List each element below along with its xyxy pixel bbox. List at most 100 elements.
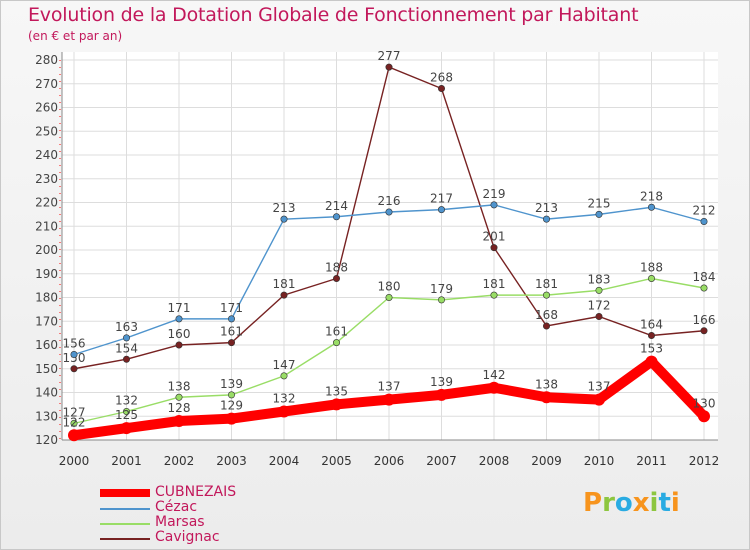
data-label: 127: [63, 405, 86, 419]
x-tick-label: 2012: [689, 454, 720, 468]
data-point: [593, 393, 605, 406]
data-label: 164: [640, 318, 663, 332]
logo-letter: i: [649, 488, 659, 518]
data-point: [123, 334, 131, 342]
data-label: 171: [220, 301, 243, 315]
data-label: 137: [588, 380, 611, 394]
logo-letter: r: [602, 488, 615, 518]
y-tick-label: 250: [35, 124, 58, 138]
data-point: [647, 331, 655, 339]
logo-letter: x: [632, 488, 650, 518]
data-label: 212: [693, 204, 716, 218]
data-label: 129: [220, 399, 243, 413]
legend-swatch-cezac: [100, 508, 150, 510]
y-tick-label: 180: [35, 291, 58, 305]
data-label: 128: [168, 401, 191, 415]
data-point: [437, 296, 445, 304]
y-tick-label: 120: [35, 433, 58, 447]
data-label: 217: [430, 192, 453, 206]
data-point: [700, 284, 708, 292]
data-point: [488, 381, 500, 394]
data-label: 179: [430, 282, 453, 296]
data-point: [437, 206, 445, 214]
x-tick-label: 2011: [636, 454, 667, 468]
data-label: 268: [430, 71, 453, 85]
x-tick-label: 2006: [374, 454, 405, 468]
data-point: [595, 210, 603, 218]
data-label: 138: [535, 377, 558, 391]
legend-label-cavignac: Cavignac: [155, 529, 220, 545]
data-point: [173, 415, 185, 427]
data-label: 161: [220, 325, 243, 339]
data-point: [280, 215, 288, 223]
data-label: 181: [535, 277, 558, 291]
y-tick-label: 270: [35, 77, 58, 91]
data-label: 172: [588, 299, 611, 313]
data-point: [225, 412, 238, 425]
y-tick-label: 170: [35, 314, 58, 328]
legend-swatch-marsas: [100, 523, 150, 525]
data-point: [123, 355, 131, 363]
plot-area: [62, 52, 718, 440]
data-point: [123, 407, 131, 415]
logo-letter: i: [670, 488, 680, 518]
logo-letter: o: [614, 488, 633, 518]
data-label: 180: [378, 280, 401, 294]
data-point: [385, 63, 393, 71]
data-point: [383, 393, 395, 406]
data-point: [70, 365, 78, 373]
y-tick-label: 190: [35, 267, 58, 281]
data-point: [385, 293, 393, 301]
y-tick-label: 140: [35, 386, 58, 400]
x-tick-label: 2009: [531, 454, 562, 468]
data-point: [437, 85, 445, 93]
data-point: [120, 422, 133, 435]
data-label: 168: [535, 308, 558, 322]
data-point: [330, 398, 343, 411]
data-label: 166: [693, 313, 716, 327]
data-point: [490, 291, 498, 299]
y-tick-label: 220: [35, 196, 58, 210]
data-label: 156: [63, 337, 86, 351]
y-tick-label: 150: [35, 362, 58, 376]
data-point: [385, 208, 393, 216]
data-label: 216: [378, 194, 401, 208]
data-point: [540, 391, 553, 404]
proxiti-logo[interactable]: Proxiti: [583, 488, 680, 518]
data-point: [647, 203, 655, 211]
data-label: 154: [115, 341, 138, 355]
data-point: [68, 429, 80, 442]
data-label: 163: [115, 320, 138, 334]
data-label: 135: [325, 384, 348, 398]
data-label: 213: [273, 201, 296, 215]
data-label: 215: [588, 196, 611, 210]
data-label: 132: [115, 394, 138, 408]
data-label: 181: [273, 277, 296, 291]
y-tick-label: 240: [35, 148, 58, 162]
data-point: [70, 419, 78, 427]
x-tick-label: 2000: [59, 454, 90, 468]
x-tick-label: 2004: [269, 454, 300, 468]
data-label: 153: [640, 342, 663, 356]
y-tick-label: 280: [35, 53, 58, 67]
data-point: [542, 215, 550, 223]
data-point: [647, 274, 655, 282]
data-label: 139: [220, 377, 243, 391]
legend-label-cubnezais: CUBNEZAIS: [155, 484, 237, 500]
legend-swatch-cavignac: [100, 538, 150, 540]
data-label: 122: [63, 415, 86, 429]
series-cubnezais: 122 125 128 129 132 135 137 139 142 138 137 153 130: [63, 342, 715, 442]
data-label: 277: [378, 49, 401, 63]
data-point: [228, 391, 236, 399]
data-point: [595, 312, 603, 320]
data-point: [280, 291, 288, 299]
data-label: 188: [640, 261, 663, 275]
data-point: [490, 201, 498, 209]
data-point: [70, 350, 78, 358]
logo-letter: t: [658, 488, 671, 518]
x-tick-label: 2007: [426, 454, 457, 468]
data-label: 218: [640, 189, 663, 203]
series-marsas: 127 132 138 139 147 161 180 179 181 181 183 188 184: [63, 261, 715, 427]
data-label: 139: [430, 375, 453, 389]
